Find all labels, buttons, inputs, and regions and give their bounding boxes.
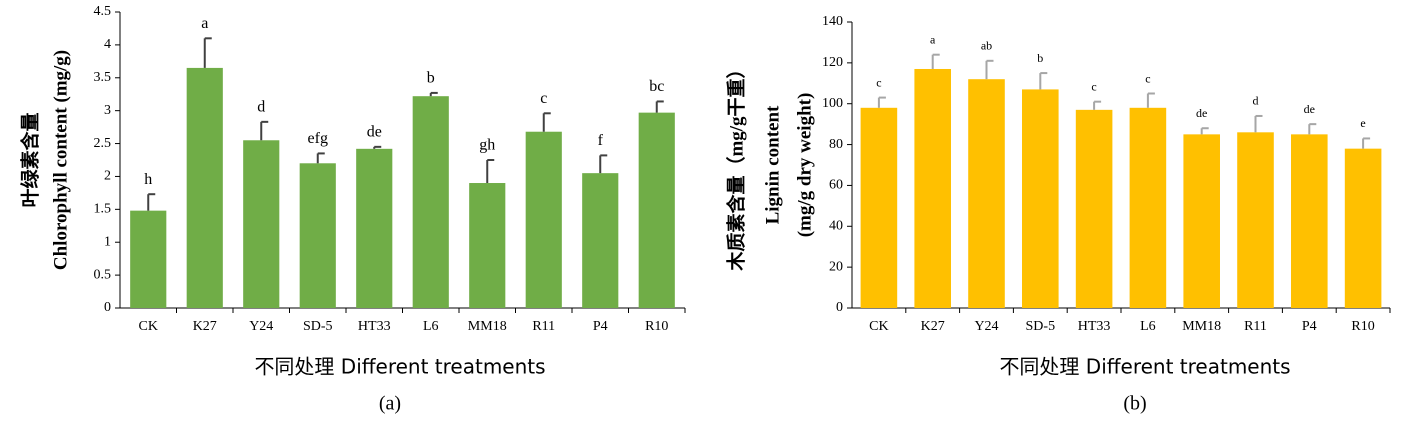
- significance-label: e: [1360, 116, 1365, 130]
- significance-label: d: [257, 99, 265, 116]
- bar: [130, 210, 167, 308]
- caption: (b): [1123, 393, 1146, 415]
- y-tick-label: 4.5: [94, 4, 112, 19]
- y-tick-label: 2: [104, 169, 111, 184]
- x-tick-label: Y24: [249, 319, 273, 334]
- y-tick-label: 140: [822, 14, 843, 29]
- x-tick-label: R10: [1351, 319, 1374, 334]
- x-tick-label: CK: [869, 319, 888, 334]
- x-tick-label: MM18: [468, 319, 507, 334]
- significance-label: c: [540, 90, 547, 107]
- y-tick-label: 80: [829, 137, 843, 152]
- y-axis-label: Lignin content: [762, 105, 783, 224]
- bar: [1291, 134, 1328, 308]
- x-tick-label: K27: [921, 319, 945, 334]
- y-tick-label: 40: [829, 219, 843, 234]
- significance-label: de: [1196, 106, 1207, 120]
- x-tick-label: R10: [645, 319, 668, 334]
- x-tick-label: P4: [593, 319, 608, 334]
- significance-label: c: [1145, 71, 1150, 85]
- significance-label: de: [367, 124, 382, 141]
- y-tick-label: 0: [836, 300, 843, 315]
- significance-label: efg: [308, 130, 328, 147]
- y-tick-label: 0: [104, 300, 111, 315]
- significance-label: de: [1304, 102, 1315, 116]
- significance-label: bc: [649, 78, 664, 95]
- x-tick-label: L6: [1140, 319, 1156, 334]
- y-tick-label: 3: [104, 103, 111, 118]
- bar: [860, 107, 898, 308]
- y-axis-label: 木质素含量（mg/g干重）: [724, 59, 747, 271]
- significance-label: c: [876, 75, 881, 89]
- x-tick-label: HT33: [358, 319, 391, 334]
- y-tick-label: 4: [104, 37, 111, 52]
- bar: [299, 163, 336, 308]
- significance-label: b: [427, 70, 435, 87]
- x-tick-label: R11: [1244, 319, 1267, 334]
- y-axis-label: (mg/g dry weight): [794, 93, 815, 238]
- x-tick-label: MM18: [1182, 319, 1221, 334]
- bar: [525, 131, 562, 308]
- y-tick-label: 1.5: [94, 202, 112, 217]
- bar: [1075, 109, 1113, 308]
- bar: [1237, 132, 1274, 308]
- bar: [638, 112, 675, 308]
- y-tick-label: 20: [829, 259, 843, 274]
- bar: [1183, 134, 1220, 308]
- y-tick-label: 3.5: [94, 70, 112, 85]
- significance-label: ab: [981, 39, 992, 53]
- y-axis-label: 叶绿素含量: [18, 112, 41, 207]
- x-tick-label: L6: [423, 319, 439, 334]
- bar: [1129, 107, 1167, 308]
- bar: [582, 173, 619, 308]
- x-tick-label: K27: [193, 319, 217, 334]
- x-axis-label: 不同处理 Different treatments: [254, 355, 545, 379]
- significance-label: f: [598, 132, 604, 149]
- y-tick-label: 2.5: [94, 136, 112, 151]
- bar: [412, 96, 449, 308]
- y-tick-label: 0.5: [94, 267, 112, 282]
- x-axis-label: 不同处理 Different treatments: [999, 355, 1290, 379]
- caption: (a): [379, 393, 401, 415]
- bar: [186, 67, 223, 309]
- y-tick-label: 100: [822, 96, 843, 111]
- y-tick-label: 120: [822, 55, 843, 70]
- y-axis-label: Chlorophyll content (mg/g): [50, 50, 71, 270]
- significance-label: h: [144, 171, 152, 188]
- x-tick-label: Y24: [974, 319, 998, 334]
- x-tick-label: SD-5: [1026, 319, 1056, 334]
- significance-label: a: [930, 32, 936, 46]
- bar: [243, 140, 280, 308]
- x-tick-label: R11: [532, 319, 555, 334]
- x-tick-label: HT33: [1078, 319, 1111, 334]
- significance-label: d: [1253, 94, 1259, 108]
- y-tick-label: 1: [104, 234, 111, 249]
- x-tick-label: P4: [1302, 319, 1317, 334]
- bar: [469, 183, 506, 308]
- significance-label: gh: [479, 137, 495, 154]
- bar: [356, 148, 393, 308]
- significance-label: c: [1091, 79, 1096, 93]
- bar: [968, 79, 1005, 308]
- x-tick-label: CK: [139, 319, 158, 334]
- bar: [1022, 89, 1059, 309]
- significance-label: b: [1037, 51, 1043, 65]
- significance-label: a: [201, 15, 208, 32]
- bar: [914, 68, 951, 308]
- y-tick-label: 60: [829, 178, 843, 193]
- x-tick-label: SD-5: [303, 319, 333, 334]
- bar: [1344, 148, 1382, 308]
